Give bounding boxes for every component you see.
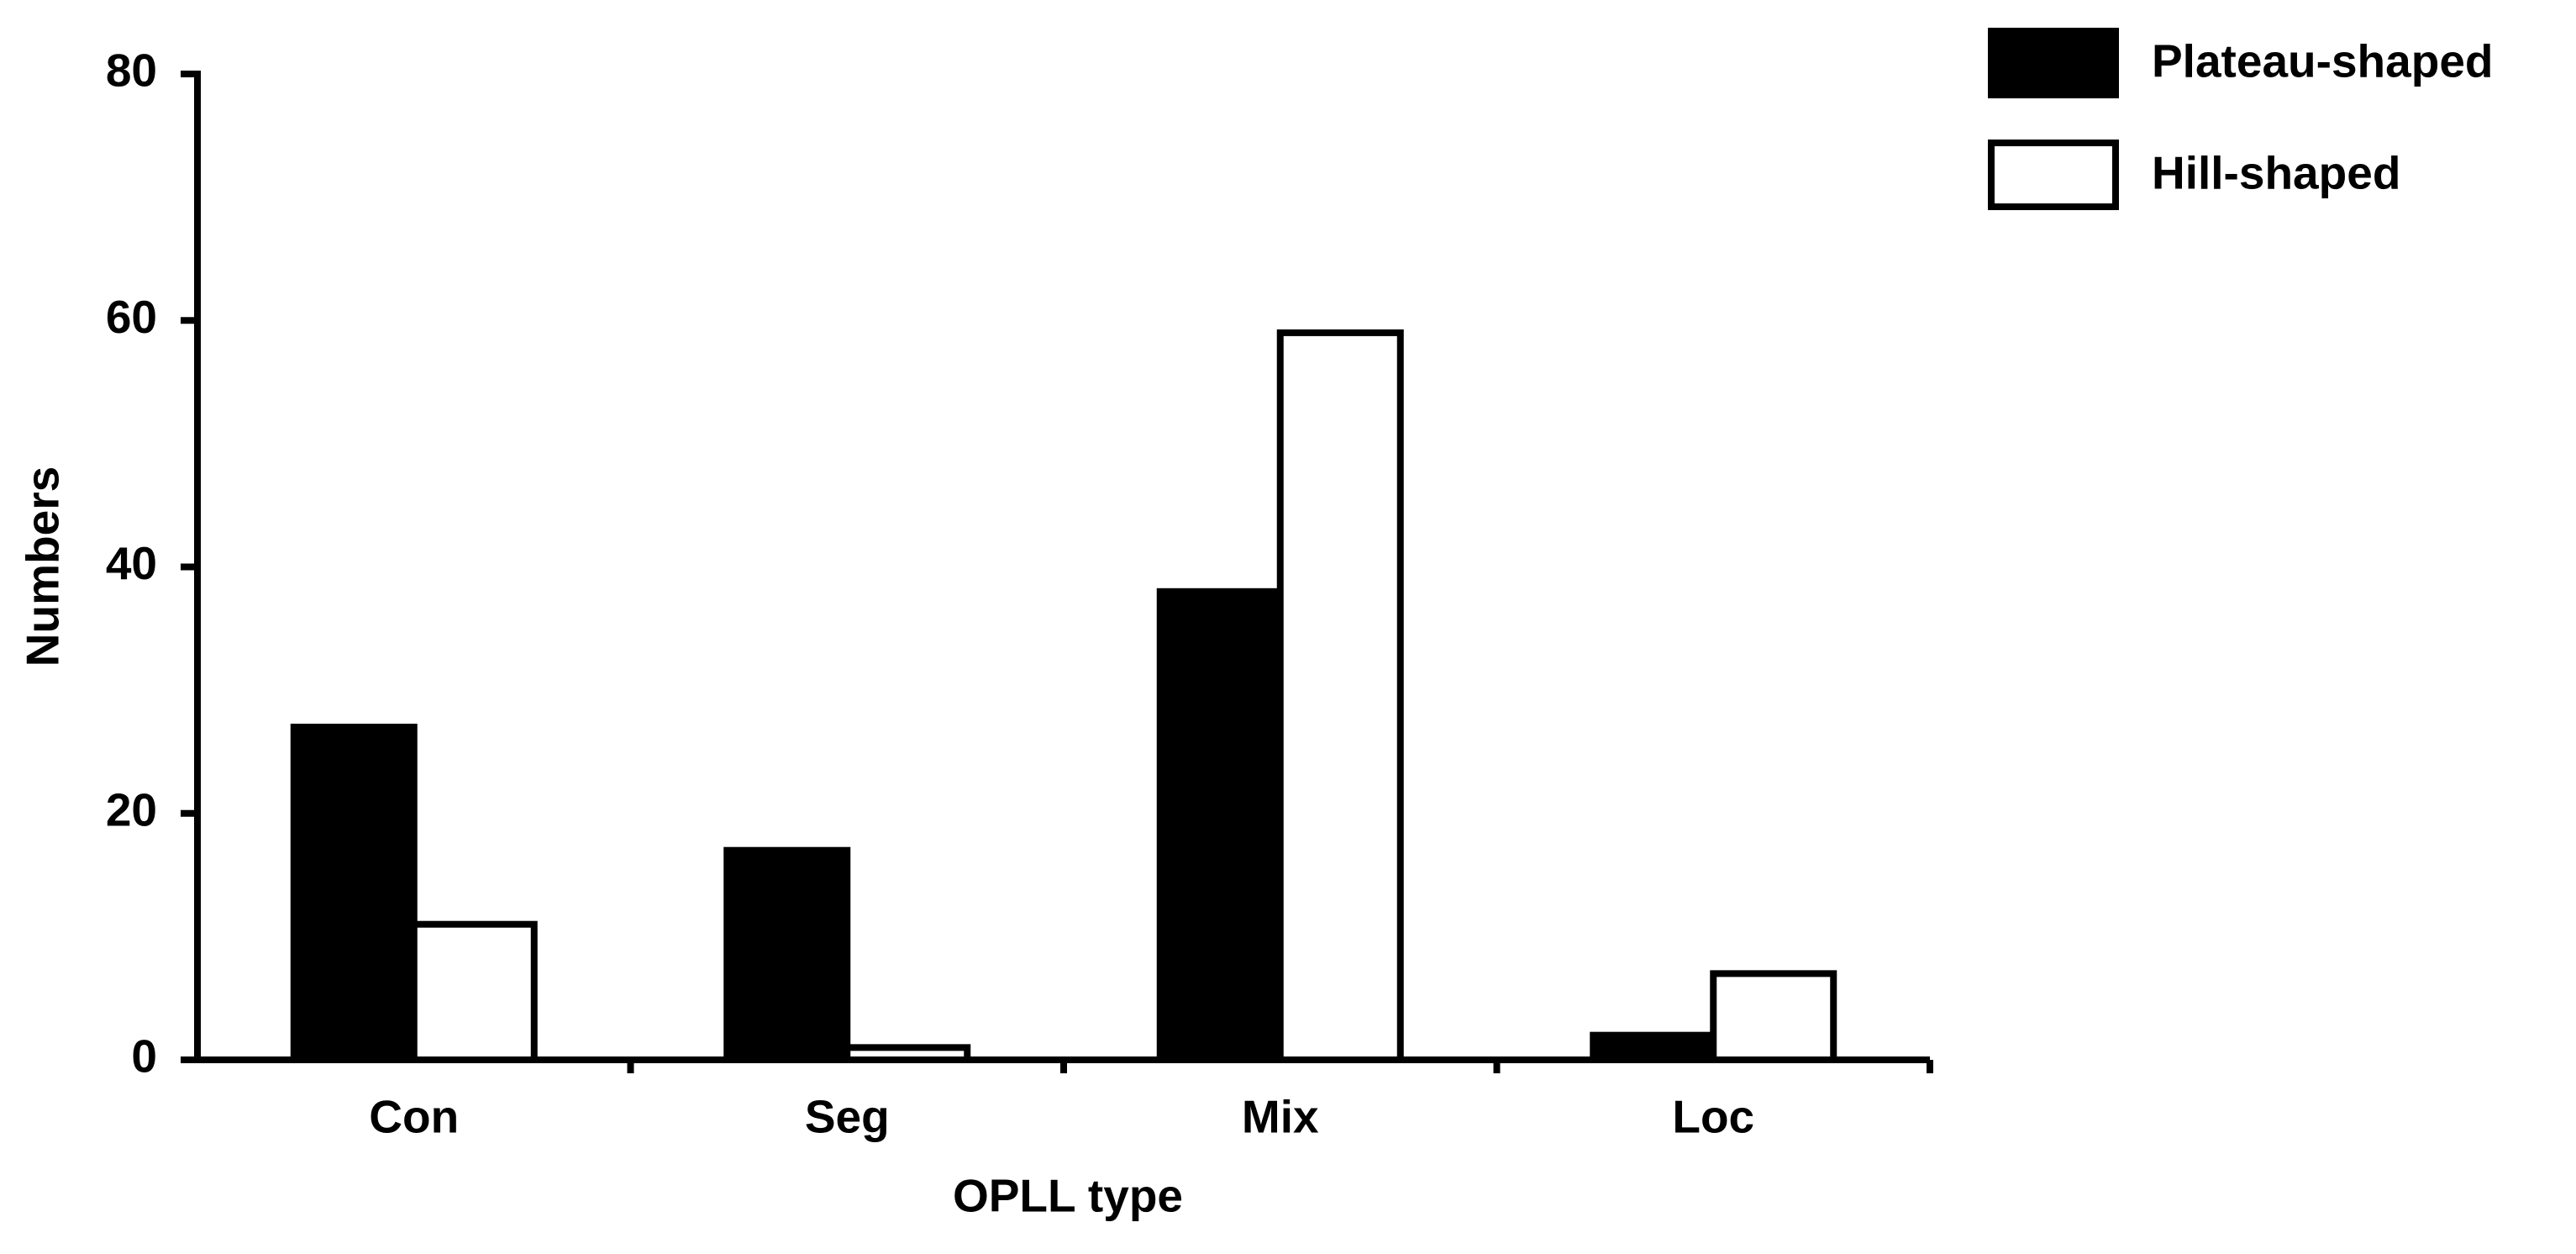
y-tick-label: 20 — [106, 783, 157, 835]
y-tick-label: 60 — [106, 291, 157, 343]
x-tick-label: Seg — [805, 1091, 890, 1143]
y-axis-label: Numbers — [17, 466, 69, 667]
bar — [723, 846, 851, 1063]
x-axis-label: OPLL type — [953, 1170, 1183, 1222]
bar — [1156, 587, 1284, 1063]
x-tick-label: Mix — [1242, 1091, 1319, 1143]
legend-swatch — [1988, 28, 2119, 98]
y-tick-label: 80 — [106, 45, 157, 97]
x-tick-label: Loc — [1672, 1091, 1754, 1143]
y-tick-label: 40 — [106, 537, 157, 589]
bar — [1710, 970, 1837, 1064]
legend-label: Plateau-shaped — [2152, 35, 2494, 87]
legend-label: Hill-shaped — [2152, 147, 2400, 199]
y-tick-label: 0 — [131, 1030, 157, 1083]
bar — [1590, 1031, 1717, 1064]
bar — [290, 724, 418, 1063]
bar — [410, 920, 538, 1064]
x-tick-label: Con — [369, 1091, 459, 1143]
legend-swatch — [1988, 140, 2119, 210]
bar — [1276, 329, 1404, 1064]
